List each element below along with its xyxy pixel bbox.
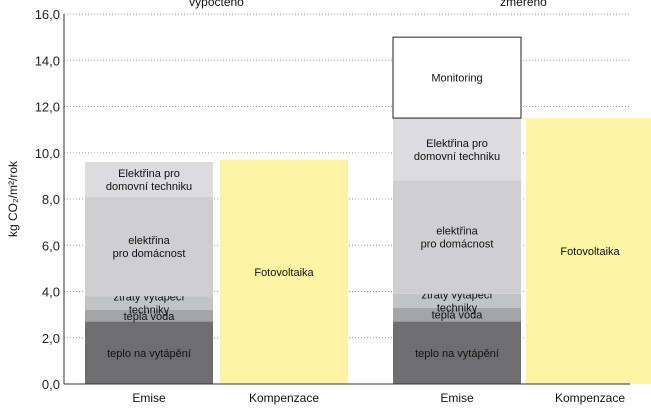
y-tick-label: 14,0: [35, 53, 60, 68]
segment-label: techniky: [129, 305, 170, 317]
bar-segment: [85, 296, 213, 310]
y-tick-label: 16,0: [35, 7, 60, 22]
bar-segment: [85, 162, 213, 197]
segment-label: teplá voda: [124, 311, 176, 323]
bar-segment: [393, 118, 521, 181]
x-category-label: Kompenzace: [249, 391, 319, 405]
x-category-label: Kompenzace: [555, 391, 625, 405]
bar-segment: [85, 196, 213, 297]
segment-label: teplá voda: [432, 310, 484, 322]
segment-label: Elektřina pro: [426, 138, 488, 150]
y-tick-label: 4,0: [42, 285, 60, 300]
group-label: vypočteno: [189, 0, 244, 9]
segment-label: elektřina: [436, 226, 478, 238]
y-tick-label: 8,0: [42, 192, 60, 207]
bar-segment: [526, 118, 651, 384]
y-tick-label: 6,0: [42, 238, 60, 253]
segment-label: domovní techniku: [414, 151, 500, 163]
bar-segment: [393, 293, 521, 308]
bar-segment: [220, 159, 348, 384]
bar-segment: [85, 310, 213, 322]
segment-label: elektřina: [128, 235, 170, 247]
bar-segment: [393, 180, 521, 294]
segment-label: teplo na vytápění: [415, 348, 499, 360]
segment-label: domovní techniku: [106, 181, 192, 193]
bar-segment: [392, 36, 522, 119]
segment-label: Fotovoltaika: [254, 267, 314, 279]
segment-label: pro domácnost: [421, 239, 494, 251]
group-labels: vypočteno změřeno: [189, 0, 547, 9]
segment-label: Fotovoltaika: [560, 246, 620, 258]
group-label: změřeno: [500, 0, 547, 9]
y-tick-label: 12,0: [35, 100, 60, 115]
bar-segment: [393, 321, 521, 384]
segment-label: pro domácnost: [113, 248, 186, 260]
x-category-labels: Emise Kompenzace Emise Kompenzace: [132, 391, 625, 405]
y-tick-label: 2,0: [42, 331, 60, 346]
bar-segment: [85, 321, 213, 384]
y-tick-label: 0,0: [42, 377, 60, 392]
y-axis-label: kg CO₂/m²/rok: [6, 160, 20, 237]
y-tick-labels: 0,0 2,0 4,0 6,0 8,0 10,0 12,0 14,0 16,0: [35, 7, 60, 392]
x-category-label: Emise: [440, 391, 474, 405]
x-category-label: Emise: [132, 391, 166, 405]
y-tick-label: 10,0: [35, 146, 60, 161]
segment-label: teplo na vytápění: [107, 348, 191, 360]
axes-layer: [63, 14, 630, 385]
bar-segment: [393, 307, 521, 322]
segment-label: Monitoring: [431, 73, 482, 85]
segment-label: Elektřina pro: [118, 168, 180, 180]
segment-label: techniky: [437, 302, 478, 314]
